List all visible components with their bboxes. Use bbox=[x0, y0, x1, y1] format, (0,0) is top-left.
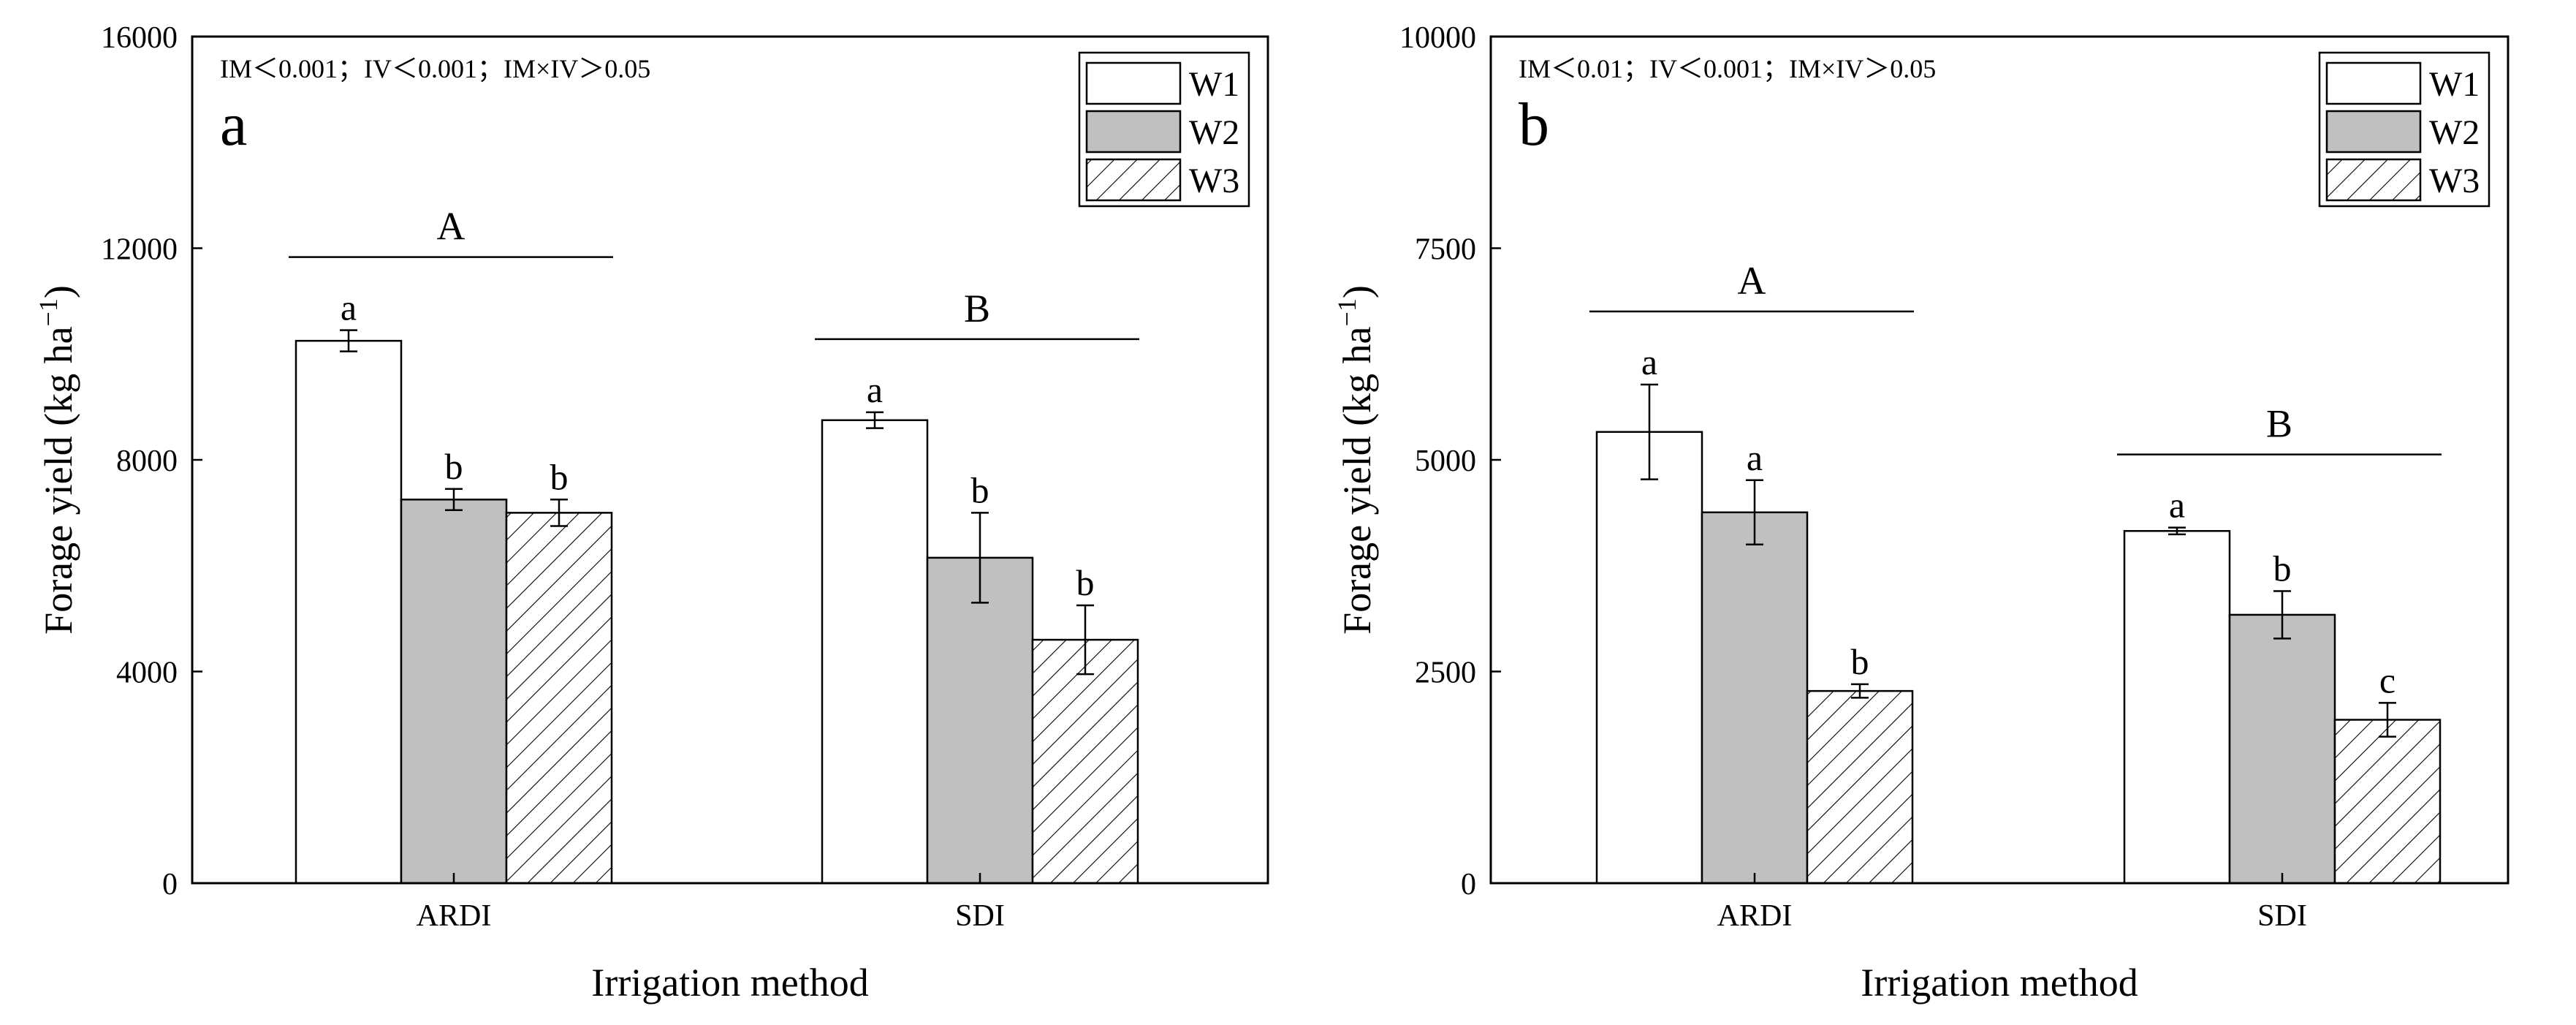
legend-label-w1: W1 bbox=[2429, 65, 2480, 104]
significance-letter: b bbox=[2273, 548, 2292, 589]
significance-letter: b bbox=[1851, 641, 1869, 682]
error-bar-w1-ardi bbox=[340, 329, 357, 352]
bar-w1-sdi bbox=[821, 419, 929, 885]
x-axis-title: Irrigation method bbox=[591, 961, 868, 1005]
error-bar-w2-sdi bbox=[2273, 590, 2291, 640]
error-bar-w2-ardi bbox=[1746, 479, 1763, 546]
bar-w3-ardi bbox=[505, 512, 613, 885]
error-bar-w2-ardi bbox=[445, 488, 463, 512]
significance-letter: b bbox=[971, 469, 989, 510]
bar-w2-ardi bbox=[400, 499, 508, 885]
bar-w1-sdi bbox=[2123, 530, 2231, 885]
significance-letter: a bbox=[1641, 341, 1657, 382]
x-tick-label: ARDI bbox=[1717, 899, 1793, 933]
bar-w2-ardi bbox=[1701, 511, 1809, 885]
y-tick-label: 5000 bbox=[1415, 445, 1476, 478]
group-letter: A bbox=[437, 205, 466, 249]
bar-w3-sdi bbox=[1031, 638, 1139, 885]
significance-letter: a bbox=[1747, 437, 1763, 478]
legend-swatch-w3 bbox=[2325, 158, 2422, 202]
y-tick-label: 16000 bbox=[101, 21, 178, 55]
error-bar-w2-sdi bbox=[971, 512, 989, 604]
panel-letter: b bbox=[1519, 91, 1549, 159]
y-tick-label: 0 bbox=[162, 868, 178, 901]
legend-swatch-w1 bbox=[1085, 61, 1182, 105]
panel-letter: a bbox=[220, 91, 247, 159]
legend-label-w3: W3 bbox=[1189, 162, 1239, 200]
y-tick-label: 2500 bbox=[1415, 657, 1476, 690]
legend: W1 W2 W3 bbox=[2318, 51, 2490, 208]
x-tick-label: SDI bbox=[955, 899, 1005, 933]
significance-letter: a bbox=[2169, 485, 2185, 526]
chart-panel-a: a a b b b b A B 0 4000 8000 12000 16000 ARDI SDI Irriga… bbox=[34, 21, 1269, 1005]
significance-letter: a bbox=[341, 287, 357, 328]
stats-annotation: IM＜0.001；IV＜0.001；IM×IV＞0.05 bbox=[220, 54, 650, 83]
legend-swatch-w3 bbox=[1085, 158, 1182, 202]
bar-w2-sdi bbox=[2228, 613, 2336, 885]
y-axis-title-end: ) bbox=[37, 285, 80, 298]
bar-w3-sdi bbox=[2333, 719, 2442, 885]
y-tick-label: 4000 bbox=[116, 657, 178, 690]
error-bar-w3-sdi bbox=[1076, 604, 1094, 676]
significance-letter: b bbox=[550, 456, 569, 497]
bar-w2-sdi bbox=[926, 556, 1034, 885]
y-axis-title-main: Forage yield (kg ha bbox=[1335, 326, 1379, 634]
legend-label-w1: W1 bbox=[1189, 65, 1239, 104]
significance-letter: c bbox=[2379, 659, 2395, 700]
y-axis-title-superscript: −1 bbox=[34, 298, 63, 326]
group-letter: B bbox=[2266, 402, 2292, 446]
y-axis-title-end: ) bbox=[1335, 285, 1379, 298]
bar-w1-ardi bbox=[295, 339, 403, 885]
x-tick-label: ARDI bbox=[417, 899, 492, 933]
y-tick-label: 8000 bbox=[116, 445, 178, 478]
error-bar-w1-sdi bbox=[2168, 526, 2186, 536]
legend-label-w3: W3 bbox=[2429, 162, 2480, 200]
significance-letter: a bbox=[867, 369, 883, 410]
y-tick-label: 7500 bbox=[1415, 233, 1476, 267]
legend-label-w2: W2 bbox=[1189, 113, 1239, 152]
y-tick-label: 10000 bbox=[1399, 21, 1476, 55]
chart-panel-b: a a a b b c A B 0 2500 5000 7500 10000 ARDI SDI Irrigat… bbox=[1332, 21, 2509, 1005]
y-axis-title: Forage yield (kg ha−1) bbox=[1332, 285, 1379, 635]
y-axis-title-superscript: −1 bbox=[1332, 298, 1361, 326]
significance-letter: b bbox=[1076, 562, 1095, 603]
legend: W1 W2 W3 bbox=[1078, 51, 1250, 208]
error-bar-w1-ardi bbox=[1641, 383, 1658, 480]
error-bar-w3-ardi bbox=[1851, 683, 1869, 699]
error-bar-w3-ardi bbox=[550, 499, 568, 527]
legend-swatch-w1 bbox=[2325, 61, 2422, 105]
legend-swatch-w2 bbox=[2325, 110, 2422, 154]
error-bar-w3-sdi bbox=[2379, 702, 2396, 738]
y-axis-title: Forage yield (kg ha−1) bbox=[34, 285, 80, 635]
y-tick-label: 0 bbox=[1461, 868, 1476, 901]
error-bar-w1-sdi bbox=[866, 411, 884, 429]
bar-w3-ardi bbox=[1806, 689, 1914, 885]
x-axis-title: Irrigation method bbox=[1861, 961, 2138, 1005]
group-letter: A bbox=[1738, 259, 1766, 303]
significance-letter: b bbox=[445, 446, 463, 487]
y-tick-label: 12000 bbox=[101, 233, 178, 267]
legend-label-w2: W2 bbox=[2429, 113, 2480, 152]
x-tick-label: SDI bbox=[2257, 899, 2307, 933]
group-letter: B bbox=[964, 287, 990, 330]
legend-swatch-w2 bbox=[1085, 110, 1182, 154]
bar-w1-ardi bbox=[1595, 431, 1703, 885]
stats-annotation: IM＜0.01；IV＜0.001；IM×IV＞0.05 bbox=[1519, 54, 1936, 83]
y-axis-title-main: Forage yield (kg ha bbox=[37, 326, 80, 634]
